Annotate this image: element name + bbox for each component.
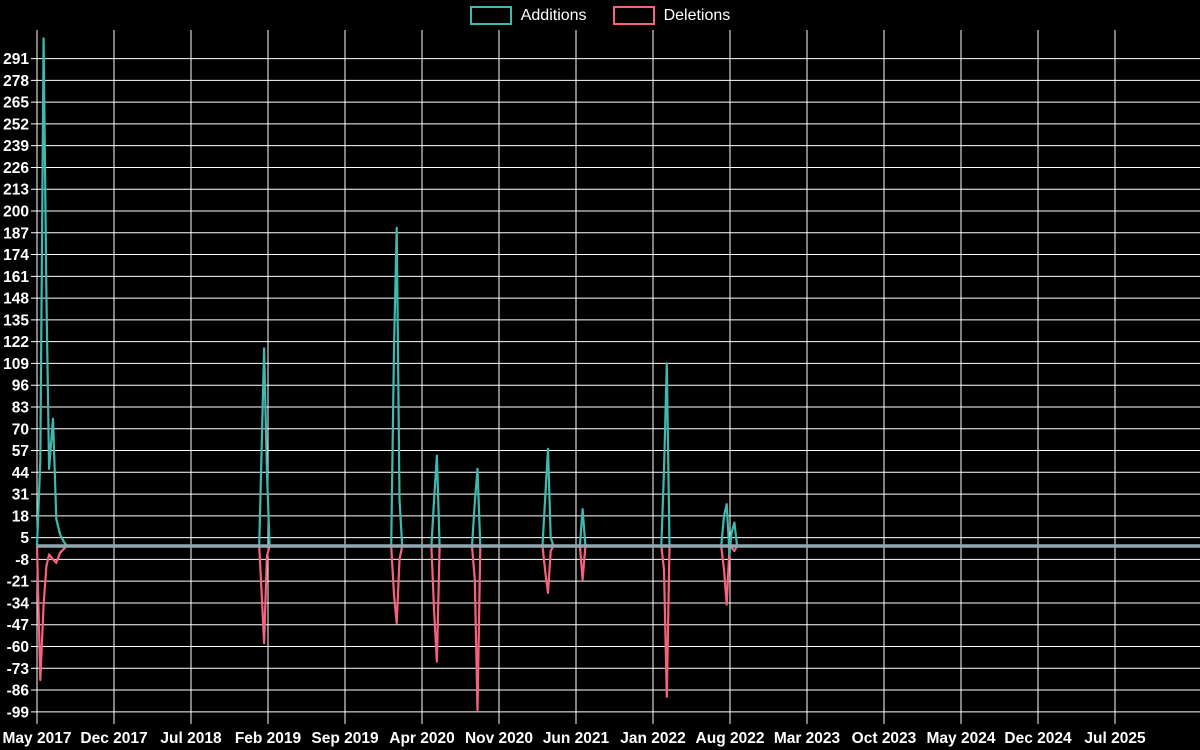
- legend-item-deletions[interactable]: Deletions: [612, 6, 731, 25]
- svg-text:Oct 2023: Oct 2023: [852, 730, 917, 747]
- svg-text:Sep 2019: Sep 2019: [311, 730, 379, 747]
- chart-legend: Additions Deletions: [0, 6, 1200, 25]
- svg-text:200: 200: [3, 204, 29, 221]
- svg-text:44: 44: [12, 465, 30, 482]
- svg-text:31: 31: [12, 487, 30, 504]
- svg-text:174: 174: [3, 247, 29, 264]
- svg-text:18: 18: [12, 508, 30, 525]
- svg-text:5: 5: [20, 530, 29, 547]
- additions-swatch-icon: [469, 6, 512, 25]
- svg-text:May 2017: May 2017: [3, 730, 72, 747]
- svg-text:Feb 2019: Feb 2019: [235, 730, 302, 747]
- svg-text:265: 265: [3, 95, 29, 112]
- svg-text:70: 70: [12, 421, 29, 438]
- deletions-label: Deletions: [663, 6, 731, 24]
- svg-text:-8: -8: [15, 552, 29, 569]
- svg-text:187: 187: [3, 225, 29, 242]
- deletions-swatch-icon: [612, 6, 655, 25]
- svg-text:Dec 2024: Dec 2024: [1004, 730, 1072, 747]
- svg-text:-21: -21: [7, 574, 30, 591]
- svg-text:Apr 2020: Apr 2020: [389, 730, 454, 747]
- legend-item-additions[interactable]: Additions: [469, 6, 587, 25]
- svg-text:-60: -60: [7, 639, 29, 656]
- svg-text:Jun 2021: Jun 2021: [543, 730, 610, 747]
- svg-text:57: 57: [12, 443, 29, 460]
- svg-text:Jul 2025: Jul 2025: [1084, 730, 1146, 747]
- svg-text:83: 83: [12, 399, 30, 416]
- svg-text:135: 135: [3, 312, 29, 329]
- svg-text:161: 161: [3, 269, 29, 286]
- svg-text:-47: -47: [7, 617, 29, 634]
- svg-text:-73: -73: [7, 661, 30, 678]
- svg-text:148: 148: [3, 291, 29, 308]
- svg-text:213: 213: [3, 182, 29, 199]
- svg-text:Mar 2023: Mar 2023: [774, 730, 841, 747]
- svg-text:252: 252: [3, 116, 29, 133]
- svg-text:-99: -99: [7, 704, 30, 721]
- svg-text:Jan 2022: Jan 2022: [620, 730, 686, 747]
- svg-text:96: 96: [12, 378, 30, 395]
- svg-text:May 2024: May 2024: [927, 730, 996, 747]
- svg-text:239: 239: [3, 138, 29, 155]
- svg-text:Aug 2022: Aug 2022: [696, 730, 765, 747]
- svg-text:226: 226: [3, 160, 29, 177]
- svg-text:Dec 2017: Dec 2017: [80, 730, 147, 747]
- svg-text:-86: -86: [7, 683, 30, 700]
- svg-text:Jul 2018: Jul 2018: [160, 730, 222, 747]
- additions-label: Additions: [520, 6, 587, 24]
- svg-text:109: 109: [3, 356, 29, 373]
- svg-text:278: 278: [3, 73, 29, 90]
- svg-text:-34: -34: [7, 595, 30, 612]
- svg-text:291: 291: [3, 51, 29, 68]
- svg-text:122: 122: [3, 334, 29, 351]
- svg-text:Nov 2020: Nov 2020: [465, 730, 533, 747]
